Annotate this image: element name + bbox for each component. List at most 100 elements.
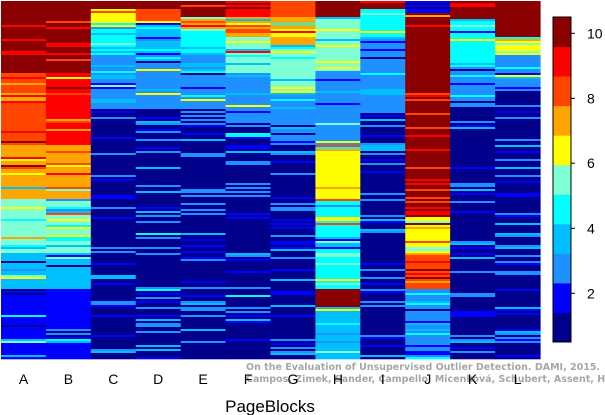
heatmap-cell <box>270 295 317 298</box>
heatmap-cell <box>270 189 317 192</box>
heatmap-cell <box>315 343 361 346</box>
heatmap-cell <box>1 33 47 36</box>
heatmap-cell <box>495 199 541 202</box>
heatmap-cell <box>135 9 182 12</box>
heatmap-cell <box>225 1 272 4</box>
heatmap-cell <box>90 13 137 16</box>
colorbar-tick-label: 6 <box>587 155 595 171</box>
heatmap-cell <box>405 235 451 238</box>
heatmap-cell <box>180 95 227 98</box>
heatmap-cell <box>180 339 227 342</box>
heatmap-cell <box>360 13 406 16</box>
heatmap-cell <box>90 3 137 6</box>
heatmap-cell <box>135 295 182 298</box>
heatmap-cell <box>495 71 541 74</box>
heatmap-cell <box>180 211 227 214</box>
heatmap-cell <box>180 147 227 150</box>
heatmap-cell <box>135 273 182 276</box>
heatmap-cell <box>1 207 47 210</box>
heatmap-cell <box>405 195 451 198</box>
heatmap-cell <box>225 159 272 162</box>
heatmap-cell <box>270 181 317 184</box>
heatmap-cell <box>495 343 541 346</box>
heatmap-cell <box>90 17 137 20</box>
heatmap-cell <box>495 245 541 248</box>
heatmap-cell <box>495 351 541 354</box>
heatmap-cell <box>405 31 451 34</box>
heatmap-cell <box>270 169 317 172</box>
heatmap-cell <box>315 167 361 170</box>
heatmap-cell <box>90 295 137 298</box>
heatmap-cell <box>270 165 317 168</box>
heatmap-cell <box>90 165 137 168</box>
heatmap-cell <box>1 265 47 268</box>
colorbar-segment <box>553 76 571 107</box>
heatmap-cell <box>225 33 272 36</box>
heatmap-cell <box>1 305 47 308</box>
heatmap-cell <box>270 127 317 130</box>
heatmap-cell <box>45 257 92 260</box>
heatmap-cell <box>45 217 92 220</box>
heatmap-cell <box>225 141 272 144</box>
heatmap-cell <box>495 111 541 114</box>
heatmap-cell <box>360 75 406 78</box>
heatmap-cell <box>360 109 406 112</box>
heatmap-cell <box>135 17 182 20</box>
heatmap-cell <box>315 9 361 12</box>
heatmap-cell <box>315 165 361 168</box>
heatmap-cell <box>45 271 92 274</box>
heatmap-cell <box>450 301 496 304</box>
heatmap-cell <box>360 87 406 90</box>
heatmap-cell <box>495 205 541 208</box>
heatmap-cell <box>1 261 47 264</box>
heatmap-cell <box>315 59 361 62</box>
heatmap-cell <box>135 283 182 286</box>
heatmap-cell <box>90 63 137 66</box>
heatmap-cell <box>360 223 406 226</box>
heatmap-cell <box>360 111 406 114</box>
heatmap-cell <box>315 53 361 56</box>
heatmap-cell <box>450 195 496 198</box>
heatmap-cell <box>495 217 541 220</box>
heatmap-cell <box>90 47 137 50</box>
heatmap-cell <box>225 161 272 164</box>
heatmap-cell <box>405 137 451 140</box>
heatmap-cell <box>450 217 496 220</box>
heatmap-cell <box>90 87 137 90</box>
heatmap-cell <box>360 65 406 68</box>
heatmap-cell <box>405 285 451 288</box>
colorbar-segment <box>553 312 571 343</box>
heatmap-cell <box>405 347 451 350</box>
heatmap-cell <box>135 201 182 204</box>
heatmap-cell <box>135 83 182 86</box>
heatmap-cell <box>360 169 406 172</box>
heatmap-cell <box>405 125 451 128</box>
heatmap-cell <box>450 83 496 86</box>
heatmap-cell <box>315 115 361 118</box>
heatmap-cell <box>450 307 496 310</box>
heatmap-cell <box>45 89 92 92</box>
heatmap-cell <box>1 263 47 266</box>
heatmap-cell <box>495 261 541 264</box>
heatmap-cell <box>450 305 496 308</box>
heatmap-cell <box>405 43 451 46</box>
heatmap-cell <box>1 159 47 162</box>
heatmap-cell <box>45 167 92 170</box>
heatmap-cell <box>270 199 317 202</box>
heatmap-cell <box>45 311 92 314</box>
heatmap-cell <box>90 33 137 36</box>
heatmap-cell <box>495 39 541 42</box>
heatmap-cell <box>360 201 406 204</box>
heatmap-cell <box>405 335 451 338</box>
heatmap-cell <box>45 119 92 122</box>
heatmap-cell <box>315 15 361 18</box>
heatmap-cell <box>1 291 47 294</box>
heatmap-cell <box>180 19 227 22</box>
heatmap-cell <box>495 243 541 246</box>
heatmap-cell <box>1 209 47 212</box>
heatmap-cell <box>270 197 317 200</box>
heatmap-cell <box>405 199 451 202</box>
heatmap-cell <box>135 353 182 356</box>
heatmap-cell <box>135 31 182 34</box>
heatmap-cell <box>405 181 451 184</box>
